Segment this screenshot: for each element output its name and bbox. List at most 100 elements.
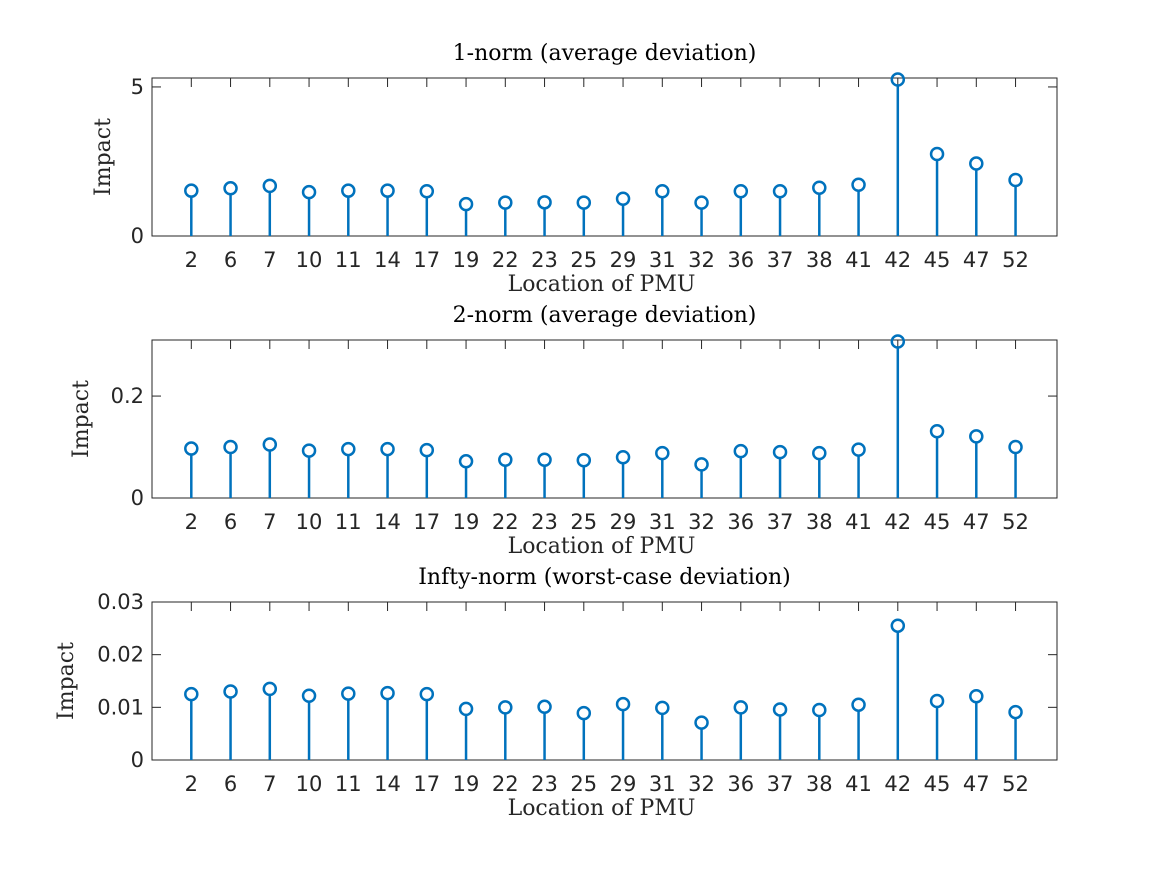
x-tick-label: 52 <box>1002 772 1029 796</box>
x-tick-label: 25 <box>570 248 597 272</box>
x-tick-label: 41 <box>845 248 872 272</box>
stem-marker <box>380 183 395 198</box>
stem-marker <box>184 441 199 456</box>
stem-marker <box>694 715 709 730</box>
stem-marker <box>969 689 984 704</box>
stem-marker <box>851 177 866 192</box>
stem-marker <box>223 181 238 196</box>
stem-marker <box>301 184 317 200</box>
y-tick-label: 5 <box>131 75 144 99</box>
stem-marker <box>537 195 552 210</box>
x-tick-label: 10 <box>296 772 323 796</box>
stem-marker <box>341 441 356 457</box>
x-tick-label: 32 <box>688 510 715 534</box>
stem-marker <box>733 700 749 715</box>
x-tick-label: 47 <box>963 248 990 272</box>
x-tick-label: 36 <box>727 510 754 534</box>
x-tick-label: 19 <box>453 248 480 272</box>
stem-marker <box>812 180 827 195</box>
x-tick-label: 10 <box>296 510 323 534</box>
stem-marker <box>694 195 709 210</box>
x-tick-label: 37 <box>767 772 794 796</box>
x-tick-label: 47 <box>963 772 990 796</box>
stem-marker <box>262 681 278 697</box>
x-tick-label: 14 <box>374 248 401 272</box>
stem-marker <box>262 437 278 452</box>
plot-frame <box>151 339 1058 499</box>
x-tick-label: 2 <box>185 772 198 796</box>
chart-title: 2-norm (average deviation) <box>453 303 757 328</box>
x-tick-label: 37 <box>767 510 794 534</box>
y-axis-label: Impact <box>54 642 79 720</box>
stem-marker <box>851 442 866 457</box>
y-tick-label: 0.2 <box>111 384 144 408</box>
stem-marker <box>851 697 866 712</box>
y-axis-label: Impact <box>69 380 94 458</box>
stem-marker <box>498 195 513 210</box>
stem-marker <box>380 685 395 701</box>
stem-marker <box>812 702 827 718</box>
x-tick-label: 52 <box>1002 248 1029 272</box>
stem-marker <box>890 72 906 87</box>
stem-marker <box>576 705 592 721</box>
plot-frame <box>151 601 1058 761</box>
stem-marker <box>301 443 317 458</box>
stem-marker <box>262 178 278 194</box>
stem-marker <box>615 191 631 206</box>
y-tick-label: 0 <box>131 486 144 510</box>
x-tick-label: 23 <box>531 510 558 534</box>
x-tick-label: 36 <box>727 248 754 272</box>
x-tick-label: 23 <box>531 248 558 272</box>
x-tick-label: 19 <box>453 510 480 534</box>
stem-marker <box>929 693 945 709</box>
x-tick-label: 11 <box>335 248 362 272</box>
x-tick-label: 11 <box>335 772 362 796</box>
stem-marker <box>576 195 592 210</box>
stem-marker <box>419 686 435 702</box>
x-tick-label: 6 <box>224 510 237 534</box>
x-tick-label: 38 <box>806 248 833 272</box>
x-tick-label: 2 <box>185 248 198 272</box>
x-tick-label: 36 <box>727 772 754 796</box>
x-tick-label: 31 <box>649 248 676 272</box>
stem-marker <box>537 699 552 715</box>
subplot-3: Infty-norm (worst-case deviation) 0 0.01 0.… <box>54 565 1058 821</box>
x-tick-label: 14 <box>374 510 401 534</box>
x-tick-label: 31 <box>649 510 676 534</box>
x-tick-label: 45 <box>924 248 951 272</box>
stem-marker <box>969 429 984 444</box>
stem-marker <box>772 444 788 460</box>
stem-marker <box>655 700 670 716</box>
stem-marker <box>458 701 474 717</box>
stem-marker <box>301 688 317 703</box>
x-tick-label: 38 <box>806 510 833 534</box>
stem-marker <box>576 453 592 468</box>
plot-frame <box>151 77 1058 237</box>
stem-marker <box>969 156 984 171</box>
x-tick-label: 7 <box>263 248 276 272</box>
stem-marker <box>341 183 356 198</box>
stem-marker <box>772 702 788 717</box>
subplot-2: 2-norm (average deviation) 0 0.2 2 6 7 10 11 14 1… <box>69 303 1058 559</box>
y-tick-label: 0.02 <box>97 643 144 667</box>
x-tick-label: 14 <box>374 772 401 796</box>
stem-marker <box>1008 704 1023 720</box>
x-tick-label: 25 <box>570 510 597 534</box>
stem-marker <box>1008 439 1023 455</box>
x-tick-label: 29 <box>610 248 637 272</box>
chart-title: Infty-norm (worst-case deviation) <box>418 565 791 590</box>
stem-marker <box>341 686 356 701</box>
x-tick-label: 41 <box>845 510 872 534</box>
stem-marker <box>733 184 749 199</box>
x-tick-label: 17 <box>413 772 440 796</box>
x-tick-label: 41 <box>845 772 872 796</box>
stem-marker <box>184 183 199 198</box>
x-tick-label: 38 <box>806 772 833 796</box>
x-tick-label: 6 <box>224 772 237 796</box>
stem-marker <box>419 442 435 458</box>
y-tick-label: 0.01 <box>97 695 144 719</box>
x-tick-label: 7 <box>263 510 276 534</box>
x-tick-label: 22 <box>492 510 519 534</box>
x-tick-label: 52 <box>1002 510 1029 534</box>
